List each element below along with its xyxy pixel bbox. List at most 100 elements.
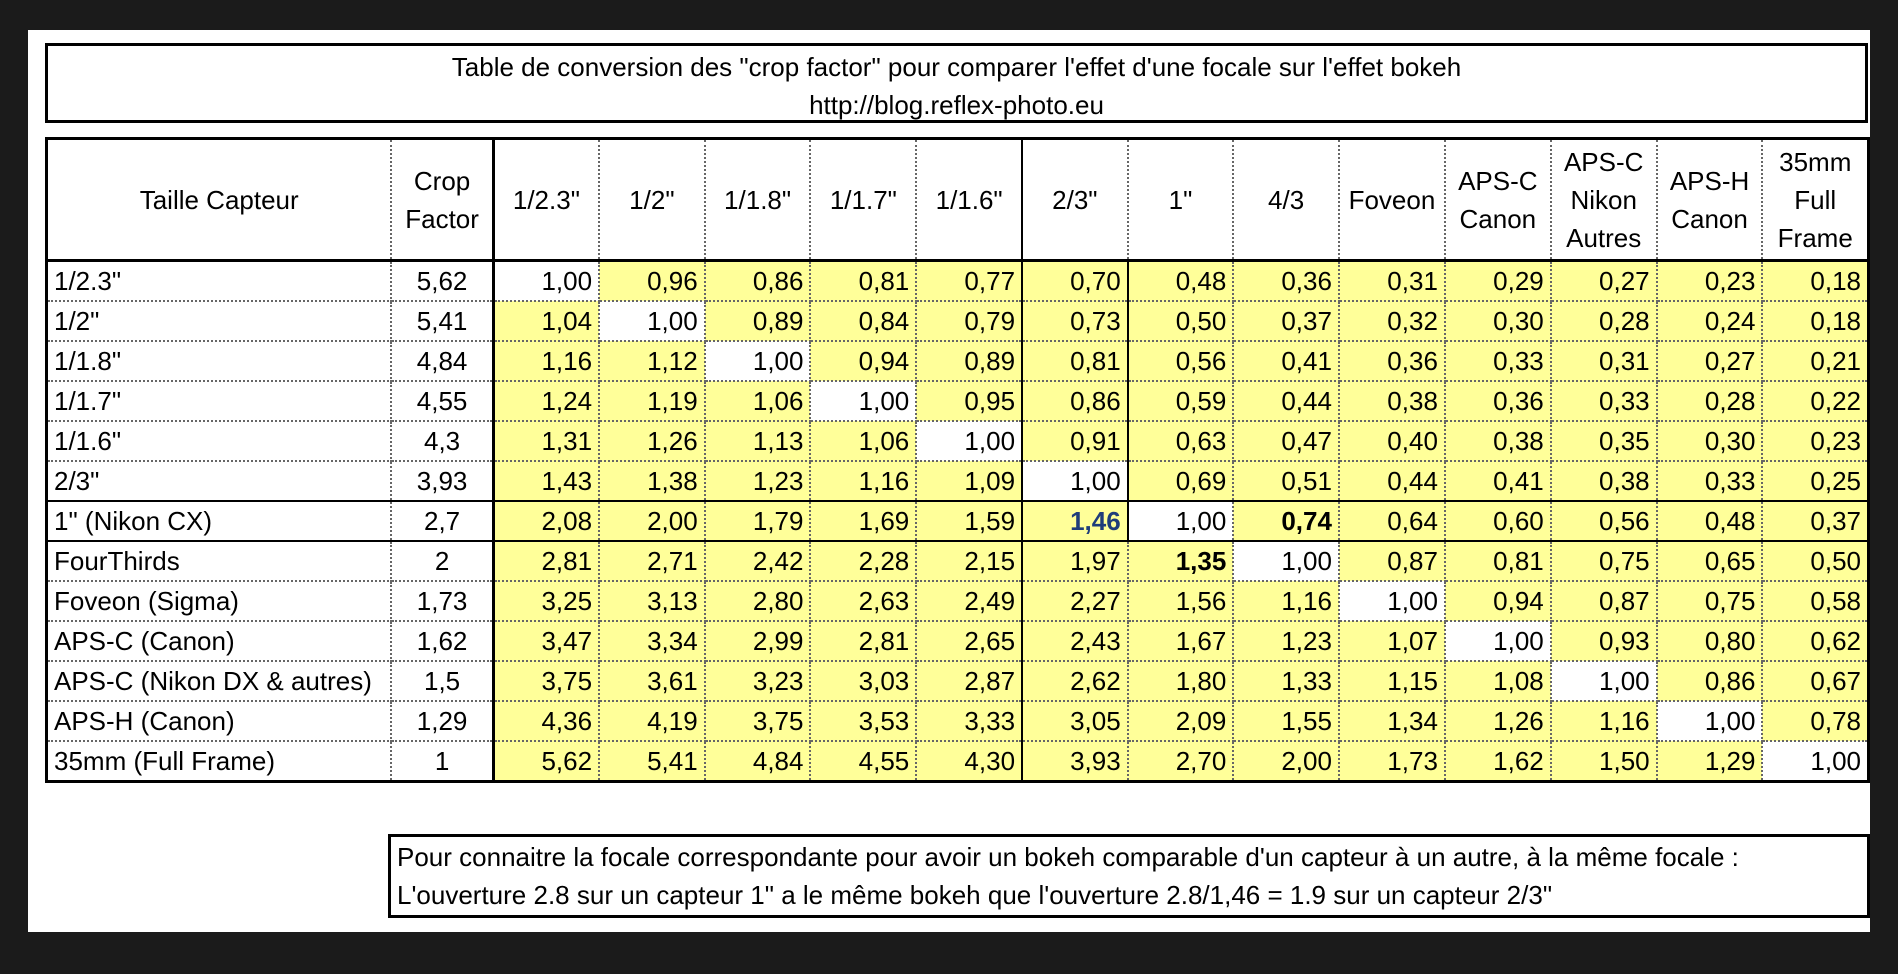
value-cell[interactable]: 3,53 (810, 701, 918, 742)
value-cell[interactable]: 0,60 (1444, 500, 1552, 542)
value-cell[interactable]: 0,94 (810, 341, 918, 382)
value-cell[interactable]: 0,56 (1127, 341, 1235, 382)
value-cell[interactable]: 0,30 (1656, 421, 1764, 462)
value-cell[interactable]: 0,27 (1656, 341, 1764, 382)
value-cell[interactable]: 0,89 (916, 341, 1024, 382)
value-cell[interactable]: 0,36 (1233, 260, 1340, 302)
value-cell[interactable]: 0,21 (1762, 341, 1870, 382)
value-cell[interactable]: 0,77 (916, 260, 1024, 302)
value-cell[interactable]: 0,56 (1550, 500, 1658, 542)
value-cell[interactable]: 0,95 (916, 381, 1024, 422)
value-cell[interactable]: 0,67 (1762, 661, 1870, 702)
value-cell[interactable]: 1,16 (1550, 701, 1658, 742)
value-cell[interactable]: 3,75 (493, 661, 601, 702)
value-cell[interactable]: 1,23 (704, 461, 812, 502)
value-cell[interactable]: 1,34 (1338, 701, 1446, 742)
value-cell[interactable]: 1,67 (1127, 621, 1235, 662)
value-cell[interactable]: 4,36 (493, 701, 601, 742)
value-cell[interactable]: 0,86 (1022, 381, 1129, 422)
value-cell[interactable]: 0,63 (1127, 421, 1235, 462)
value-cell[interactable]: 0,81 (810, 260, 918, 302)
value-cell[interactable]: 1,00 (704, 341, 812, 382)
value-cell[interactable]: 1,00 (493, 260, 601, 302)
row-sensor-name[interactable]: APS-C (Nikon DX & autres) (46, 661, 393, 702)
row-crop-factor[interactable]: 4,3 (391, 421, 495, 462)
value-cell[interactable]: 1,24 (493, 381, 601, 422)
value-cell[interactable]: 0,33 (1656, 461, 1764, 502)
value-cell[interactable]: 0,50 (1127, 301, 1235, 342)
value-cell[interactable]: 1,00 (1127, 500, 1235, 542)
row-crop-factor[interactable]: 1,62 (391, 621, 495, 662)
value-cell[interactable]: 2,81 (493, 540, 601, 582)
value-cell[interactable]: 1,33 (1233, 661, 1340, 702)
value-cell[interactable]: 0,84 (810, 301, 918, 342)
value-cell[interactable]: 2,42 (704, 540, 812, 582)
value-cell[interactable]: 0,36 (1444, 381, 1552, 422)
value-cell[interactable]: 0,48 (1656, 500, 1764, 542)
value-cell[interactable]: 1,00 (1233, 540, 1340, 582)
value-cell[interactable]: 2,63 (810, 581, 918, 622)
value-cell[interactable]: 1,16 (493, 341, 601, 382)
value-cell[interactable]: 0,73 (1022, 301, 1129, 342)
row-sensor-name[interactable]: 1/1.6" (46, 421, 393, 462)
value-cell[interactable]: 1,12 (599, 341, 706, 382)
row-sensor-name[interactable]: 1/2" (46, 301, 393, 342)
value-cell[interactable]: 2,99 (704, 621, 812, 662)
value-cell[interactable]: 1,09 (916, 461, 1024, 502)
value-cell[interactable]: 0,28 (1550, 301, 1658, 342)
value-cell[interactable]: 3,25 (493, 581, 601, 622)
value-cell[interactable]: 0,44 (1338, 461, 1446, 502)
value-cell[interactable]: 5,41 (599, 741, 706, 783)
value-cell[interactable]: 0,33 (1444, 341, 1552, 382)
value-cell[interactable]: 0,94 (1444, 581, 1552, 622)
value-cell[interactable]: 0,38 (1444, 421, 1552, 462)
row-sensor-name[interactable]: 2/3" (46, 461, 393, 502)
value-cell[interactable]: 0,38 (1338, 381, 1446, 422)
value-cell[interactable]: 0,24 (1656, 301, 1764, 342)
value-cell[interactable]: 0,37 (1762, 500, 1870, 542)
value-cell[interactable]: 0,23 (1656, 260, 1764, 302)
value-cell[interactable]: 0,31 (1550, 341, 1658, 382)
value-cell[interactable]: 2,65 (916, 621, 1024, 662)
value-cell[interactable]: 0,48 (1127, 260, 1235, 302)
value-cell[interactable]: 0,81 (1444, 540, 1552, 582)
value-cell[interactable]: 1,00 (1762, 741, 1870, 783)
value-cell[interactable]: 0,59 (1127, 381, 1235, 422)
value-cell[interactable]: 2,62 (1022, 661, 1129, 702)
value-cell[interactable]: 1,00 (1550, 661, 1658, 702)
value-cell[interactable]: 3,23 (704, 661, 812, 702)
value-cell[interactable]: 1,97 (1022, 540, 1129, 582)
value-cell[interactable]: 0,86 (704, 260, 812, 302)
value-cell[interactable]: 1,16 (810, 461, 918, 502)
value-cell[interactable]: 0,62 (1762, 621, 1870, 662)
value-cell[interactable]: 2,49 (916, 581, 1024, 622)
value-cell[interactable]: 1,43 (493, 461, 601, 502)
value-cell[interactable]: 1,00 (1022, 461, 1129, 502)
value-cell[interactable]: 1,26 (1444, 701, 1552, 742)
row-crop-factor[interactable]: 1 (391, 741, 495, 783)
value-cell[interactable]: 1,08 (1444, 661, 1552, 702)
value-cell[interactable]: 0,74 (1233, 500, 1340, 542)
value-cell[interactable]: 0,37 (1233, 301, 1340, 342)
value-cell[interactable]: 0,41 (1233, 341, 1340, 382)
value-cell[interactable]: 1,73 (1338, 741, 1446, 783)
value-cell[interactable]: 0,81 (1022, 341, 1129, 382)
value-cell[interactable]: 3,47 (493, 621, 601, 662)
value-cell[interactable]: 2,28 (810, 540, 918, 582)
value-cell[interactable]: 0,28 (1656, 381, 1764, 422)
value-cell[interactable]: 0,70 (1022, 260, 1129, 302)
row-crop-factor[interactable]: 1,73 (391, 581, 495, 622)
value-cell[interactable]: 1,29 (1656, 741, 1764, 783)
value-cell[interactable]: 2,15 (916, 540, 1024, 582)
value-cell[interactable]: 0,50 (1762, 540, 1870, 582)
value-cell[interactable]: 0,30 (1444, 301, 1552, 342)
row-crop-factor[interactable]: 3,93 (391, 461, 495, 502)
row-crop-factor[interactable]: 5,62 (391, 260, 495, 302)
value-cell[interactable]: 1,62 (1444, 741, 1552, 783)
value-cell[interactable]: 3,33 (916, 701, 1024, 742)
row-crop-factor[interactable]: 4,84 (391, 341, 495, 382)
value-cell[interactable]: 0,93 (1550, 621, 1658, 662)
value-cell[interactable]: 3,61 (599, 661, 706, 702)
value-cell[interactable]: 1,46 (1022, 500, 1129, 542)
row-sensor-name[interactable]: APS-C (Canon) (46, 621, 393, 662)
